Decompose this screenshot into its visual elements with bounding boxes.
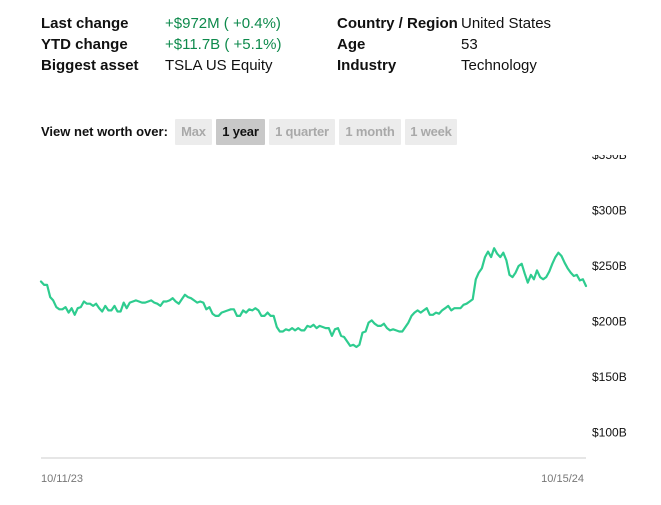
ytd-change-value: +$11.7B ( +5.1%)	[165, 36, 282, 53]
industry-label: Industry	[337, 57, 397, 74]
country-value: United States	[461, 15, 552, 32]
age-label: Age	[337, 36, 366, 53]
age-value: 53	[461, 36, 478, 53]
y-tick-label: $350B	[592, 155, 627, 162]
y-axis-ticks: $100B $150B $200B $250B $300B $350B	[592, 155, 627, 439]
last-change-value: +$972M ( +0.4%)	[165, 15, 281, 32]
range-selector: View net worth over: Max 1 year 1 quarte…	[41, 119, 641, 145]
x-tick-label-start: 10/11/23	[41, 473, 83, 485]
y-tick-label: $300B	[592, 203, 627, 217]
range-selector-title: View net worth over:	[41, 124, 168, 139]
last-change-label: Last change	[41, 15, 129, 32]
biggest-asset-label: Biggest asset	[41, 57, 139, 74]
range-1-week-button[interactable]: 1 week	[405, 119, 457, 145]
country-label: Country / Region	[337, 15, 458, 32]
stats-row-3: Biggest asset TSLA US Equity Industry Te…	[41, 56, 641, 76]
ytd-change-label: YTD change	[41, 36, 128, 53]
y-tick-label: $150B	[592, 370, 627, 384]
range-max-button[interactable]: Max	[175, 119, 212, 145]
stats-row-1: Last change +$972M ( +0.4%) Country / Re…	[41, 14, 641, 34]
x-tick-label-end: 10/15/24	[541, 473, 584, 485]
range-1-year-button[interactable]: 1 year	[216, 119, 265, 145]
stats-row-2: YTD change +$11.7B ( +5.1%) Age 53	[41, 35, 641, 55]
biggest-asset-value: TSLA US Equity	[165, 57, 273, 74]
industry-value: Technology	[461, 57, 537, 74]
range-1-quarter-button[interactable]: 1 quarter	[269, 119, 335, 145]
y-tick-label: $100B	[592, 425, 627, 439]
y-tick-label: $250B	[592, 259, 627, 273]
net-worth-chart: $100B$150B$200B$250B$300B$350B 10/11/23 …	[39, 155, 627, 485]
y-tick-label: $200B	[592, 314, 627, 328]
range-1-month-button[interactable]: 1 month	[339, 119, 401, 145]
net-worth-series-line	[39, 247, 588, 349]
stats-panel: Last change +$972M ( +0.4%) Country / Re…	[41, 14, 641, 80]
